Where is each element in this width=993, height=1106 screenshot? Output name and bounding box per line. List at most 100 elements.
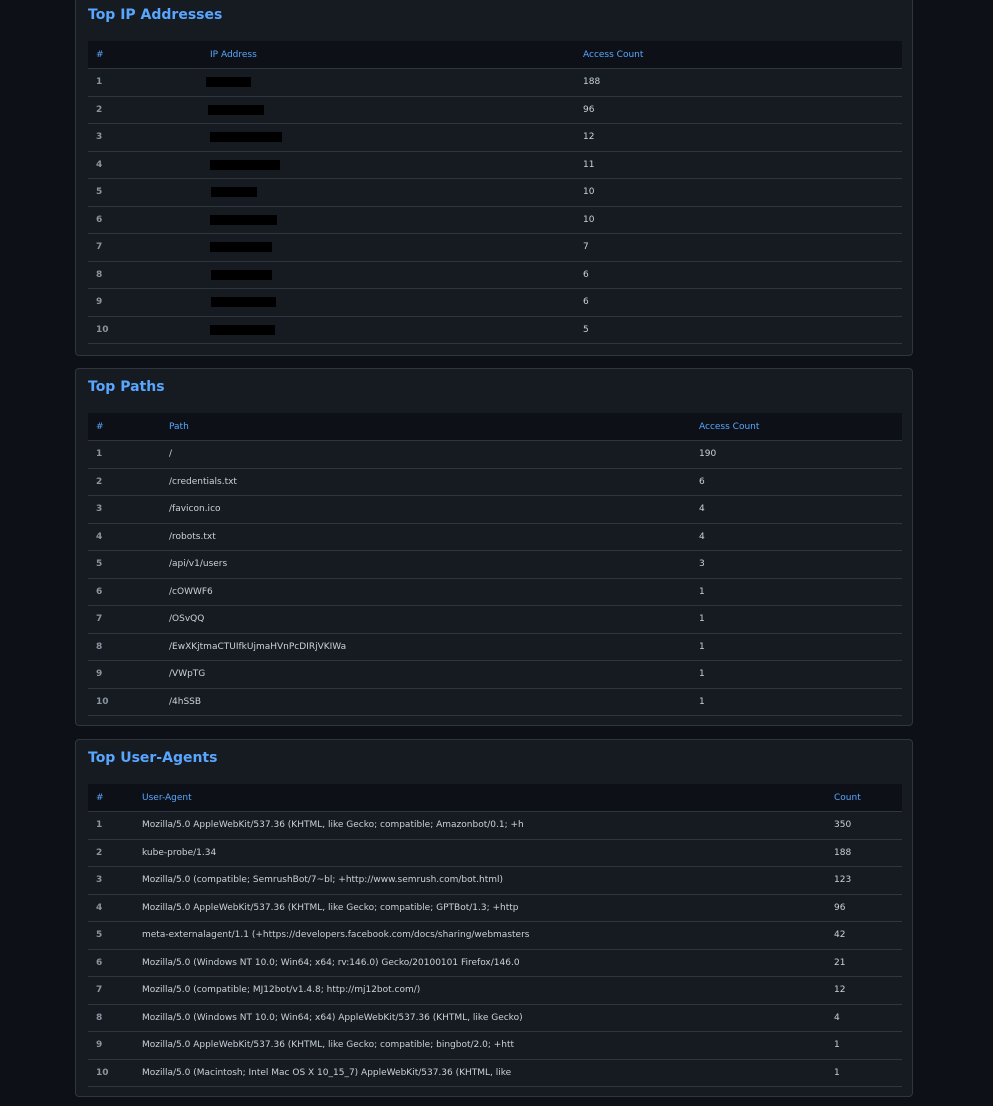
table-row: 7 Mozilla/5.0 (compatible; MJ12bot/v1.4.8… [88, 976, 902, 1005]
table-row: 1 Mozilla/5.0 AppleWebKit/537.36 (KHTML, … [88, 811, 902, 840]
paths-table: # Path Access Count 1/190 2/credentials.t… [88, 413, 902, 716]
count-cell: 96 [826, 894, 902, 922]
count-cell: 96 [575, 96, 902, 124]
count-cell: 4 [691, 523, 902, 551]
ip-cell [202, 233, 575, 262]
redacted-ip [211, 187, 257, 197]
rank-cell: 10 [88, 688, 161, 716]
col-path[interactable]: Path [161, 413, 691, 441]
redacted-ip [210, 132, 282, 142]
ua-table: # User-Agent Count 1 Mozilla/5.0 AppleWeb… [88, 784, 902, 1087]
redacted-ip [211, 297, 276, 307]
col-ip[interactable]: IP Address [202, 41, 575, 69]
redacted-ip [206, 77, 251, 87]
rank-cell: 6 [88, 578, 161, 606]
ua-cell: Mozilla/5.0 (Macintosh; Intel Mac OS X 1… [134, 1059, 826, 1087]
table-row: 6 Mozilla/5.0 (Windows NT 10.0; Win64; x6… [88, 949, 902, 977]
rank-cell: 2 [88, 96, 202, 124]
table-row: 3 12 [88, 123, 902, 152]
rank-cell: 10 [88, 316, 202, 344]
rank-cell: 4 [88, 523, 161, 551]
table-row: 7/OSvQQ 1 [88, 605, 902, 634]
col-user-agent[interactable]: User-Agent [134, 784, 826, 812]
count-cell: 42 [826, 921, 902, 950]
count-cell: 10 [575, 178, 902, 207]
rank-cell: 3 [88, 123, 202, 152]
count-cell: 5 [575, 316, 902, 344]
path-cell: /favicon.ico [161, 495, 691, 524]
rank-cell: 10 [88, 1059, 134, 1087]
table-row: 3 Mozilla/5.0 (compatible; SemrushBot/7~b… [88, 866, 902, 895]
table-row: 1/190 [88, 440, 902, 469]
ua-cell: Mozilla/5.0 AppleWebKit/537.36 (KHTML, l… [134, 1031, 826, 1060]
rank-cell: 3 [88, 866, 134, 895]
table-row: 10 5 [88, 316, 902, 344]
table-row: 8 Mozilla/5.0 (Windows NT 10.0; Win64; x6… [88, 1004, 902, 1032]
ip-cell [202, 288, 575, 317]
rank-cell: 9 [88, 660, 161, 689]
table-row: 5 10 [88, 178, 902, 207]
count-cell: 188 [826, 839, 902, 867]
ua-cell: meta-externalagent/1.1 (+https://develop… [134, 921, 826, 950]
rank-cell: 6 [88, 949, 134, 977]
count-cell: 21 [826, 949, 902, 977]
table-row: 1 188 [88, 68, 902, 97]
ua-cell: Mozilla/5.0 AppleWebKit/537.36 (KHTML, l… [134, 894, 826, 922]
path-cell: /OSvQQ [161, 605, 691, 634]
table-row: 9 Mozilla/5.0 AppleWebKit/537.36 (KHTML, … [88, 1031, 902, 1060]
rank-cell: 3 [88, 495, 161, 524]
count-cell: 6 [691, 468, 902, 496]
path-cell: /EwXKjtmaCTUIfkUjmaHVnPcDIRjVKIWa [161, 633, 691, 661]
count-cell: 10 [575, 206, 902, 234]
ip-cell [202, 261, 575, 289]
col-rank[interactable]: # [88, 41, 202, 69]
section-title: Top Paths [88, 379, 165, 395]
path-cell: /api/v1/users [161, 550, 691, 579]
rank-cell: 5 [88, 550, 161, 579]
count-cell: 188 [575, 68, 902, 97]
col-rank[interactable]: # [88, 413, 161, 441]
table-row: 4 11 [88, 151, 902, 179]
table-row: 10 Mozilla/5.0 (Macintosh; Intel Mac OS X… [88, 1059, 902, 1087]
rank-cell: 2 [88, 468, 161, 496]
table-row: 5 meta-externalagent/1.1 (+https://develo… [88, 921, 902, 950]
ip-cell [202, 96, 575, 124]
count-cell: 1 [691, 605, 902, 634]
table-row: 5/api/v1/users 3 [88, 550, 902, 579]
count-cell: 4 [691, 495, 902, 524]
path-cell: /VWpTG [161, 660, 691, 689]
rank-cell: 7 [88, 605, 161, 634]
count-cell: 12 [826, 976, 902, 1005]
ip-cell [202, 316, 575, 344]
col-rank[interactable]: # [88, 784, 134, 812]
col-count[interactable]: Access Count [691, 413, 902, 441]
table-row: 6 10 [88, 206, 902, 234]
rank-cell: 5 [88, 178, 202, 207]
path-cell: /cOWWF6 [161, 578, 691, 606]
redacted-ip [208, 104, 264, 115]
rank-cell: 5 [88, 921, 134, 950]
table-row: 6/cOWWF6 1 [88, 578, 902, 606]
col-count[interactable]: Access Count [575, 41, 902, 69]
rank-cell: 1 [88, 440, 161, 469]
rank-cell: 8 [88, 261, 202, 289]
ua-cell: kube-probe/1.34 [134, 839, 826, 867]
top-paths-card: Top Paths # Path Access Count 1/190 2/cre… [75, 368, 913, 726]
rank-cell: 4 [88, 894, 134, 922]
count-cell: 1 [691, 660, 902, 689]
table-row: 2/credentials.txt 6 [88, 468, 902, 496]
top-ip-card: Top IP Addresses # IP Address Access Cou… [75, 0, 913, 356]
count-cell: 1 [826, 1031, 902, 1060]
path-cell: /robots.txt [161, 523, 691, 551]
count-cell: 6 [575, 288, 902, 317]
col-count[interactable]: Count [826, 784, 902, 812]
table-row: 8/EwXKjtmaCTUIfkUjmaHVnPcDIRjVKIWa 1 [88, 633, 902, 661]
rank-cell: 7 [88, 233, 202, 262]
rank-cell: 2 [88, 839, 134, 867]
path-cell: /credentials.txt [161, 468, 691, 496]
count-cell: 3 [691, 550, 902, 579]
path-cell: /4hSSB [161, 688, 691, 716]
